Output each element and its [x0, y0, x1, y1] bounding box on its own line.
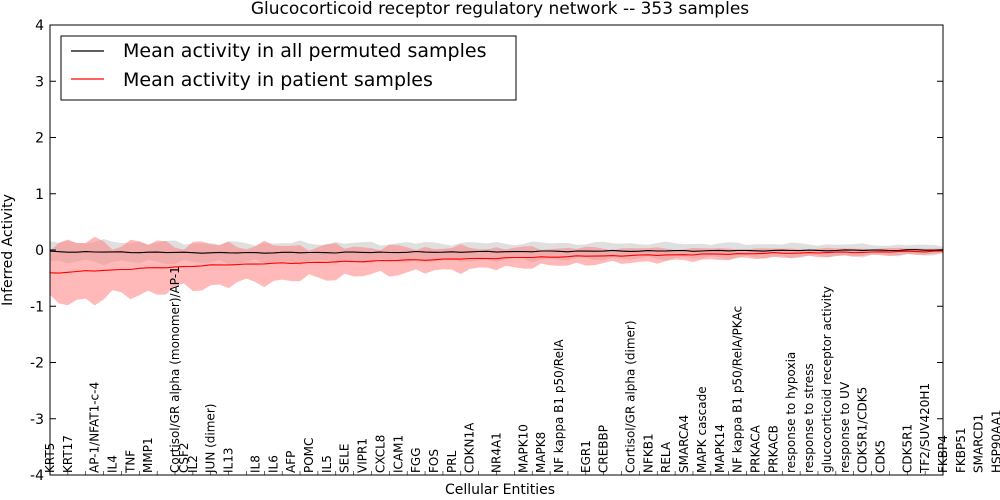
entity-label: TNF [123, 450, 137, 474]
entity-label: CDKN1A [463, 422, 477, 473]
entity-label: CSF2 [177, 442, 191, 473]
entity-label: PRL [445, 450, 459, 473]
entity-label: IL13 [222, 448, 236, 474]
entity-label: NR4A1 [490, 432, 504, 473]
legend-box [60, 35, 517, 101]
entity-label: MAPK cascade [695, 386, 709, 473]
entity-label: response to hypoxia [784, 352, 798, 473]
entity-label: SMARCA4 [677, 415, 691, 473]
entity-label: MAPK14 [713, 424, 727, 473]
legend-label-permuted: Mean activity in all permuted samples [123, 40, 486, 62]
x-axis-title: Cellular Entities [445, 482, 555, 498]
entity-label: SMARCD1 [972, 414, 986, 473]
line-permuted [49, 249, 944, 254]
entity-label: RELA [659, 441, 673, 473]
entity-label: ICAM1 [391, 435, 405, 473]
y-tick-label: -2 [30, 356, 44, 372]
entity-label: POMC [302, 438, 316, 473]
entity-label: Cortisol/GR alpha (monomer)/AP-1 [168, 266, 182, 473]
entity-label: CDK5R1 [900, 424, 914, 473]
series-lines [49, 249, 944, 274]
entity-label: NFKB1 [641, 433, 655, 473]
entity-label: FGG [409, 448, 423, 474]
entity-labels: KRT5 KRT17 AP-1/NFAT1-c-4 IL4 TNF MMP1 Cortiso… [43, 266, 1000, 474]
entity-label: CDK5 [874, 440, 888, 473]
entity-label: AFP [284, 451, 298, 473]
entity-label: PRKACB [766, 425, 780, 473]
entity-label: NF kappa B1 p50/RelA [552, 339, 566, 473]
entity-label: AP-1/NFAT1-c-4 [88, 382, 102, 473]
entity-label: Cortisol/GR alpha (dimer) [624, 320, 638, 473]
entity-label: FOS [427, 449, 441, 473]
entity-label: CXCL8 [373, 435, 387, 473]
entity-label: IL5 [320, 455, 334, 473]
entity-label: KRT17 [61, 435, 75, 473]
entity-label: TF2/SUV420H1 [918, 383, 932, 474]
entity-label: JUN (dimer) [204, 404, 218, 474]
y-tick-label: 0 [35, 243, 44, 259]
legend-label-patient: Mean activity in patient samples [123, 69, 433, 91]
y-tick-label: 1 [35, 187, 44, 203]
entity-label: MMP1 [141, 437, 155, 473]
entity-label: EGR1 [579, 440, 593, 473]
entity-label: IL4 [106, 455, 120, 473]
plot-frame [49, 24, 944, 476]
entity-label: IL2 [186, 455, 200, 473]
axis-ticks: -4 -3 -2 -1 0 1 2 3 4 [30, 18, 944, 484]
entity-label: IL6 [266, 455, 280, 473]
entity-label: FKBP51 [954, 427, 968, 473]
entity-label: response to stress [802, 363, 816, 473]
y-tick-label: 3 [35, 74, 44, 90]
entity-label: MAPK10 [516, 424, 530, 473]
y-tick-label: -1 [30, 299, 44, 315]
entity-label: HSP90AA1 [990, 409, 1000, 473]
y-tick-label: -3 [30, 412, 44, 428]
line-patient [49, 250, 944, 274]
y-tick-label: 4 [35, 18, 44, 34]
y-tick-label: -4 [30, 468, 44, 484]
y-axis-title: Inferred Activity [0, 194, 16, 306]
chart-title: Glucocorticoid receptor regulatory netwo… [251, 0, 749, 19]
entity-label: SELE [338, 444, 352, 473]
entity-label: response to UV [838, 381, 852, 473]
legend: Mean activity in all permuted samples Me… [60, 35, 517, 101]
entity-label: CREBBP [597, 425, 611, 473]
entity-label: IL8 [248, 455, 262, 473]
entity-label: glucocorticoid receptor activity [820, 286, 834, 473]
entity-label: PRKACA [749, 424, 763, 473]
y-tick-label: 2 [35, 131, 44, 147]
entity-label: NF kappa B1 p50/RelA/PKAc [731, 306, 745, 473]
entity-label: MAPK8 [534, 432, 548, 473]
entity-label: CDK5R1/CDK5 [856, 387, 870, 473]
confidence-bands [50, 236, 943, 306]
entity-label: VIPR1 [356, 438, 370, 473]
